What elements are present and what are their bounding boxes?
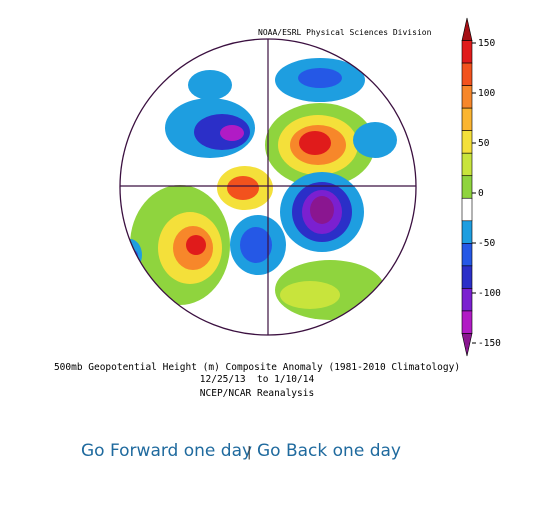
caption-title: 500mb Geopotential Height (m) Composite …: [54, 362, 460, 373]
colorbar-swatch: [461, 197, 473, 222]
forward-link[interactable]: Go Forward one day: [81, 441, 253, 461]
colorbar-label: -100: [478, 288, 501, 299]
colorbar-swatch: [461, 265, 473, 289]
anomaly-field: [120, 58, 397, 320]
colorbar-swatch: [461, 85, 473, 109]
colorbar: 150 100 50 0 -50 -100 -150: [461, 17, 501, 357]
colorbar-label: 100: [478, 88, 495, 99]
colorbar-swatch: [461, 130, 473, 154]
colorbar-label: 0: [478, 188, 484, 199]
credit: NOAA/ESRL Physical Sciences Division: [258, 28, 432, 37]
colorbar-swatch: [461, 62, 473, 86]
colorbar-swatch: [461, 40, 473, 64]
colorbar-swatch: [461, 107, 473, 131]
colorbar-label: -50: [478, 238, 495, 249]
colorbar-swatch: [461, 220, 473, 244]
colorbar-swatch: [461, 333, 473, 357]
colorbar-label: -150: [478, 338, 501, 349]
colorbar-swatch: [461, 288, 473, 312]
colorbar-swatch: [461, 310, 473, 334]
map-figure: NOAA/ESRL Physical Sciences Division 500…: [54, 17, 501, 399]
caption-source: NCEP/NCAR Reanalysis: [200, 388, 314, 399]
caption-dates: 12/25/13 to 1/10/14: [200, 374, 315, 385]
colorbar-label: 150: [478, 38, 495, 49]
colorbar-swatch: [461, 17, 473, 41]
back-link[interactable]: Go Back one day: [257, 441, 401, 461]
colorbar-label: 50: [478, 138, 490, 149]
colorbar-swatch: [461, 243, 473, 267]
colorbar-swatch: [461, 175, 473, 199]
colorbar-swatch: [461, 152, 473, 177]
separator: |: [247, 445, 252, 460]
